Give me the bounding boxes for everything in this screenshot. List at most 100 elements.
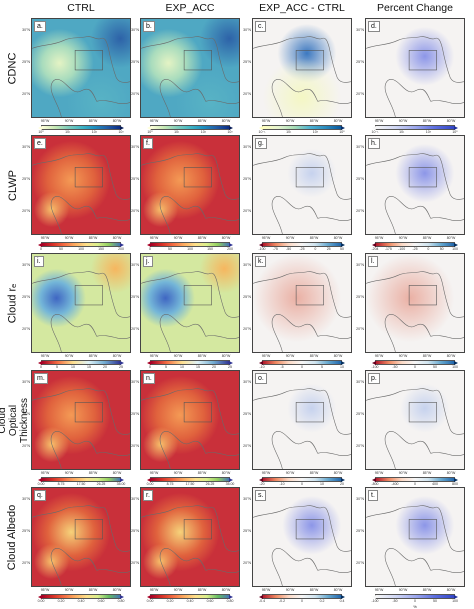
lon-tick-labels: 95°W 90°W 85°W 80°W: [140, 236, 240, 242]
lat-tick-label: 30°N: [131, 263, 139, 267]
colorbar-tick-label: -400: [391, 482, 399, 486]
lat-tick-label: 20°N: [131, 209, 139, 213]
lon-tick-label: 90°W: [64, 119, 74, 123]
lon-tick-label: 80°W: [112, 354, 122, 358]
lon-tick-label: 85°W: [197, 236, 207, 240]
colorbar-tick-labels: 0.00 8.75 17.50 26.25 35.00: [147, 482, 235, 487]
colorbar-tick-label: 0: [427, 247, 430, 251]
lat-tick-label: 20°N: [243, 327, 251, 331]
map-panel: f.: [140, 135, 240, 235]
lon-tick-labels: 95°W 90°W 85°W 80°W: [252, 119, 352, 125]
lat-tick-label: 30°N: [22, 380, 30, 384]
colorbar-tick-label: 10³: [118, 130, 124, 134]
lon-tick-label: 90°W: [64, 354, 74, 358]
colorbar-tick-label: 0: [301, 365, 303, 369]
lon-tick-label: 90°W: [285, 471, 295, 475]
lon-tick-labels: 95°W 90°W 85°W 80°W: [31, 236, 131, 242]
colorbar-tick-labels: 10⁻¹ 10¹ 10³ 10⁵: [372, 130, 458, 135]
study-region-box: [183, 50, 212, 71]
colorbar-tick-label: 150: [98, 247, 104, 251]
lon-tick-label: 90°W: [64, 588, 74, 592]
lon-tick-label: 80°W: [333, 588, 343, 592]
colorbar-tick-label: 17.50: [185, 482, 195, 486]
lon-tick-label: 90°W: [398, 119, 408, 123]
coastline: [253, 388, 351, 469]
map-field: [253, 254, 351, 352]
study-region-box: [408, 285, 437, 306]
panel-label: c.: [255, 21, 267, 32]
study-region-box: [74, 50, 103, 71]
colorbar: [147, 477, 233, 482]
colorbar: [147, 125, 233, 130]
study-region-box: [295, 167, 324, 188]
lon-tick-label: 95°W: [40, 354, 50, 358]
colorbar-tick-label: -25: [299, 247, 305, 251]
lon-tick-labels: 95°W 90°W 85°W 80°W: [365, 471, 465, 477]
lon-tick-label: 95°W: [149, 354, 159, 358]
lat-tick-label: 30°N: [22, 145, 30, 149]
colorbar-tick-label: 15: [87, 365, 91, 369]
row-title-text: CLWP: [6, 169, 19, 201]
lon-tick-label: 95°W: [261, 471, 271, 475]
colorbar-tick-label: 0: [149, 247, 151, 251]
colorbar-tick-label: 0: [414, 482, 416, 486]
colorbar-tick-label: 35.00: [225, 482, 235, 486]
row-title: CLWP: [2, 135, 24, 235]
colorbar-tick-label: 0: [40, 365, 42, 369]
row-title-text: Cloud Albedo: [6, 504, 19, 570]
colorbar: [259, 242, 345, 247]
panel-label: h.: [368, 138, 380, 149]
lon-tick-labels: 95°W 90°W 85°W 80°W: [31, 471, 131, 477]
lon-tick-label: 80°W: [446, 471, 456, 475]
coastline: [32, 505, 130, 586]
colorbar-tick-label: 10²: [91, 130, 97, 134]
lon-tick-label: 80°W: [221, 588, 231, 592]
colorbar-tick-labels: 0 5 10 15 20 25: [149, 365, 232, 370]
colorbar-tick-label: 100: [452, 247, 458, 251]
colorbar-tick-label: 17.50: [76, 482, 86, 486]
colorbar-tick-label: -20: [259, 482, 265, 486]
lon-tick-label: 85°W: [309, 354, 319, 358]
colorbar: [38, 360, 124, 365]
colorbar-tick-label: 5: [165, 365, 167, 369]
lon-tick-label: 80°W: [446, 119, 456, 123]
colorbar-tick-label: 10¹: [399, 130, 405, 134]
column-header-exp-acc: EXP_ACC: [165, 2, 215, 14]
lon-tick-label: 90°W: [173, 236, 183, 240]
panel-label: q.: [34, 490, 46, 501]
lat-tick-label: 20°N: [131, 327, 139, 331]
colorbar-tick-label: -10: [279, 482, 285, 486]
lat-tick-label: 30°N: [243, 263, 251, 267]
lat-tick-label: 25°N: [356, 60, 364, 64]
coastline: [366, 271, 464, 352]
map-field: [253, 371, 351, 469]
lon-tick-label: 95°W: [374, 236, 384, 240]
lon-tick-label: 95°W: [374, 471, 384, 475]
lon-tick-labels: 95°W 90°W 85°W 80°W: [252, 588, 352, 594]
lon-tick-labels: 95°W 90°W 85°W 80°W: [140, 119, 240, 125]
panel-label: k.: [255, 256, 267, 267]
lat-tick-label: 20°N: [243, 92, 251, 96]
lat-tick-label: 25°N: [22, 529, 30, 533]
colorbar: [372, 360, 458, 365]
colorbar-tick-labels: -100 -50 0 50 100: [371, 365, 457, 370]
colorbar-tick-labels: -10 -5 0 5 10: [259, 365, 343, 370]
colorbar-tick-label: 10: [71, 365, 75, 369]
colorbar-tick-label: 15: [196, 365, 200, 369]
colorbar-tick-label: 10: [320, 482, 324, 486]
colorbar-tick-label: 25: [326, 247, 331, 251]
study-region-box: [408, 519, 437, 540]
colorbar-tick-label: 26.25: [205, 482, 215, 486]
coastline: [366, 36, 464, 117]
study-region-box: [295, 50, 324, 71]
map-field: [366, 19, 464, 117]
colorbar-tick-label: 50: [168, 247, 172, 251]
colorbar: [147, 242, 233, 247]
colorbar-tick-label: 10¹: [286, 130, 292, 134]
lat-tick-label: 25°N: [356, 412, 364, 416]
row-title: Cloud Optical Thickness: [0, 370, 30, 470]
colorbar-tick-label: -0.4: [258, 599, 266, 603]
lat-tick-label: 25°N: [131, 177, 139, 181]
colorbar-tick-label: -50: [286, 247, 292, 251]
colorbar-tick-label: 10⁰: [147, 130, 153, 134]
